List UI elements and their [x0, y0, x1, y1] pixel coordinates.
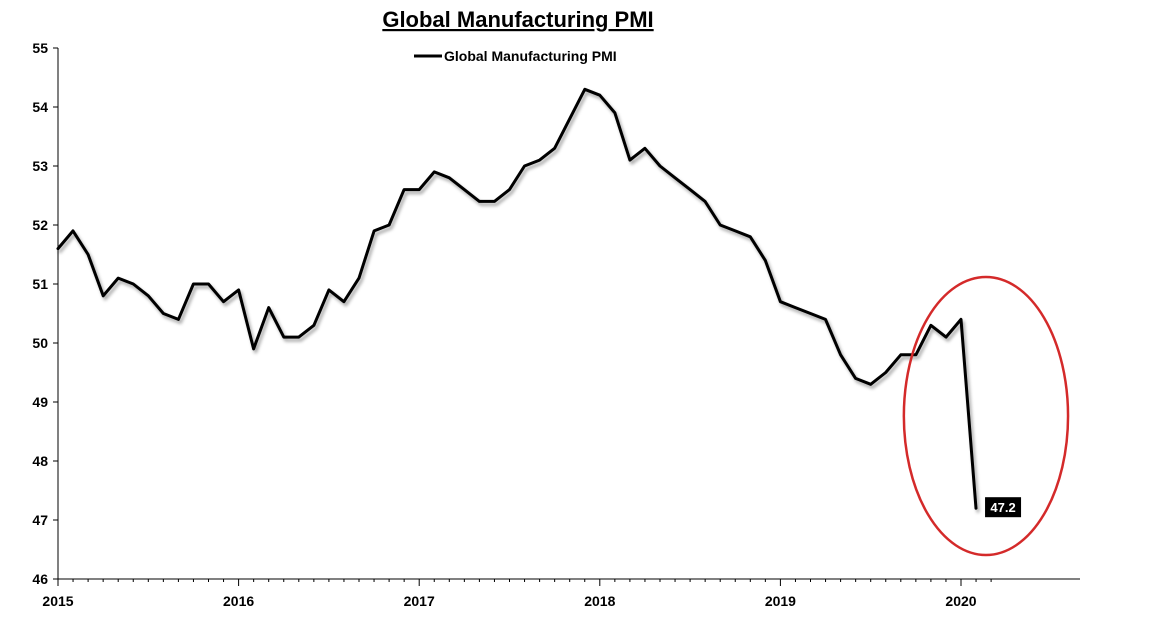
y-tick-label: 54: [32, 99, 48, 115]
annotation-layer: 47.2: [902, 275, 1070, 557]
x-tick-label: 2018: [584, 593, 615, 609]
x-tick-label: 2016: [223, 593, 254, 609]
chart-title: Global Manufacturing PMI: [382, 7, 653, 32]
x-tick-label: 2020: [945, 593, 976, 609]
y-tick-label: 52: [32, 217, 48, 233]
y-tick-label: 49: [32, 394, 48, 410]
highlight-ellipse: [902, 275, 1070, 557]
y-tick-label: 55: [32, 40, 48, 56]
y-tick-label: 53: [32, 158, 48, 174]
y-tick-label: 51: [32, 276, 48, 292]
legend: Global Manufacturing PMI: [414, 48, 617, 64]
legend-label: Global Manufacturing PMI: [444, 48, 617, 64]
x-tick-label: 2019: [765, 593, 796, 609]
x-tick-label: 2017: [404, 593, 435, 609]
series-line-pmi: [56, 87, 978, 510]
data-label-box: [985, 497, 1022, 518]
y-tick-label: 46: [32, 571, 48, 587]
y-tick-label: 47: [32, 512, 48, 528]
axes: 46 47 48 49 50 51 52 53 54 55 2015 2016 2017 2018 2019…: [32, 40, 1080, 609]
y-tick-label: 48: [32, 453, 48, 469]
data-label: 47.2: [990, 500, 1015, 515]
y-tick-label: 50: [32, 335, 48, 351]
plot-area: [56, 87, 978, 510]
x-tick-label: 2015: [42, 593, 73, 609]
